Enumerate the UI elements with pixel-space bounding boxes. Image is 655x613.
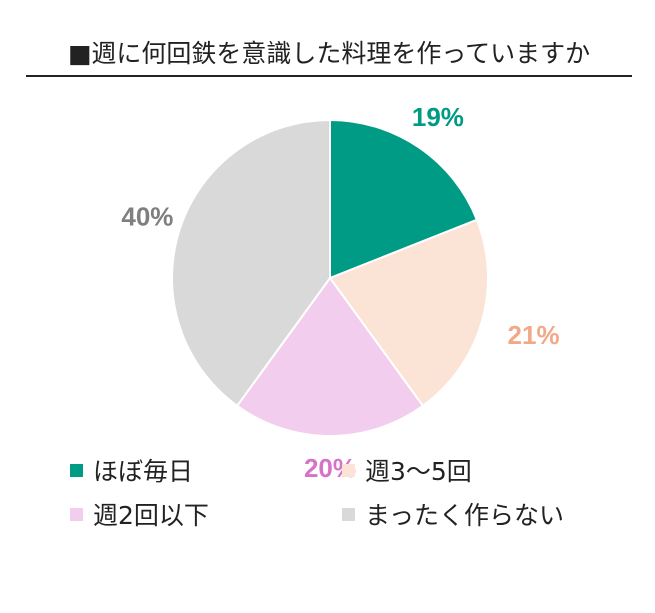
legend-swatch-0: [70, 463, 83, 477]
chart-title: ■週に何回鉄を意識した料理を作っていますか: [26, 34, 632, 77]
legend-item-2: 週2回以下: [70, 496, 209, 532]
pie-data-label-1: 21%: [508, 320, 560, 350]
legend-item-3: まったく作らない: [342, 496, 564, 532]
legend-swatch-3: [342, 507, 355, 521]
legend-swatch-1: [342, 463, 355, 477]
pie-data-label-0: 19%: [412, 102, 464, 132]
pie-slices: [171, 118, 489, 437]
legend-item-0: ほぼ毎日: [70, 452, 193, 488]
legend-label-0: ほぼ毎日: [93, 457, 194, 486]
legend-swatch-2: [70, 507, 83, 521]
legend-label-2: 週2回以下: [93, 501, 209, 530]
pie-slice-2: [235, 276, 425, 437]
legend-item-1: 週3〜5回: [342, 452, 472, 488]
legend-label-3: まったく作らない: [365, 501, 565, 530]
pie-data-label-3: 40%: [121, 202, 173, 232]
pie-slice-3: [171, 118, 331, 408]
pie-slice-0: [329, 118, 479, 280]
pie-data-labels: 19%21%20%40%: [121, 102, 559, 483]
pie-slice-1: [328, 218, 489, 408]
legend-label-1: 週3〜5回: [365, 457, 472, 486]
